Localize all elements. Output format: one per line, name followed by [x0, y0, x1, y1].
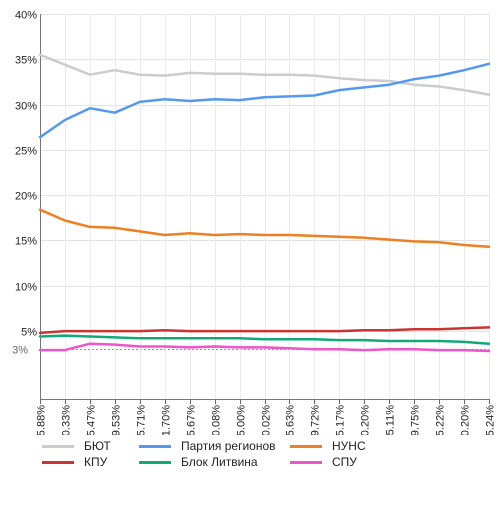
x-tick-label: 5.88% — [36, 405, 48, 435]
y-tick-label: 30% — [15, 101, 37, 113]
x-tick-label: 50.02% — [261, 405, 273, 435]
series-line — [38, 342, 491, 353]
x-tick-label: 25.71% — [136, 405, 148, 435]
legend-label: СПУ — [332, 455, 357, 469]
y-tick-label: 20% — [15, 191, 37, 203]
legend-label: БЮТ — [84, 439, 111, 453]
x-tick-label: 40.08% — [211, 405, 223, 435]
x-tick-label: 70.20% — [360, 405, 372, 435]
x-tick-label: 59.72% — [310, 405, 322, 435]
chart-legend: БЮТ Партия регионов НУНС КПУ Блок Литвина СПУ — [0, 435, 501, 505]
x-tick-label: 10.33% — [61, 405, 73, 435]
series-line — [38, 62, 491, 139]
x-tick-label: 31.70% — [161, 405, 173, 435]
series-line — [38, 53, 491, 96]
y-tick-label: 25% — [15, 146, 37, 158]
legend-swatch — [42, 461, 74, 464]
legend-label: Блок Литвина — [181, 455, 258, 469]
series-line — [38, 208, 491, 249]
x-tick-label: 19.53% — [111, 405, 123, 435]
x-tick-label: 95.24% — [485, 405, 497, 435]
legend-label: Партия регионов — [181, 439, 276, 453]
series-lines — [38, 53, 491, 353]
axes — [40, 14, 490, 404]
y-axis-tick-labels: 40% 35% 30% 25% 20% 15% 10% 5% 3% — [12, 10, 37, 357]
x-tick-label: 65.17% — [335, 405, 347, 435]
legend-swatch — [139, 445, 171, 448]
x-axis-tick-labels: 5.88% 10.33% 15.47% 19.53% 25.71% 31.70% 35.67… — [36, 405, 497, 435]
x-tick-label: 45.00% — [236, 405, 248, 435]
legend-label: НУНС — [332, 439, 366, 453]
x-tick-label: 90.20% — [460, 405, 472, 435]
y-tick-label: 5% — [21, 327, 37, 339]
x-tick-label: 55.63% — [285, 405, 297, 435]
legend-swatch — [290, 445, 322, 448]
line-chart: 40% 35% 30% 25% 20% 15% 10% 5% 3% 5.88% 10.33% 15.… — [12, 10, 497, 436]
series-line — [38, 326, 491, 335]
x-tick-label: 85.22% — [435, 405, 447, 435]
y-tick-label: 15% — [15, 236, 37, 248]
y-tick-label: 10% — [15, 282, 37, 294]
x-tick-label: 75.11% — [385, 405, 397, 435]
y-tick-label: 35% — [15, 55, 37, 67]
series-line — [38, 334, 491, 345]
x-tick-label: 79.75% — [410, 405, 422, 435]
legend-label: КПУ — [84, 455, 108, 469]
x-tick-label: 15.47% — [86, 405, 98, 435]
y-tick-label: 40% — [15, 10, 37, 22]
threshold-label: 3% — [12, 345, 28, 357]
x-tick-label: 35.67% — [186, 405, 198, 435]
gridlines — [40, 14, 490, 399]
legend-swatch — [290, 461, 322, 464]
legend-swatch — [42, 445, 74, 448]
legend-swatch — [139, 461, 171, 464]
